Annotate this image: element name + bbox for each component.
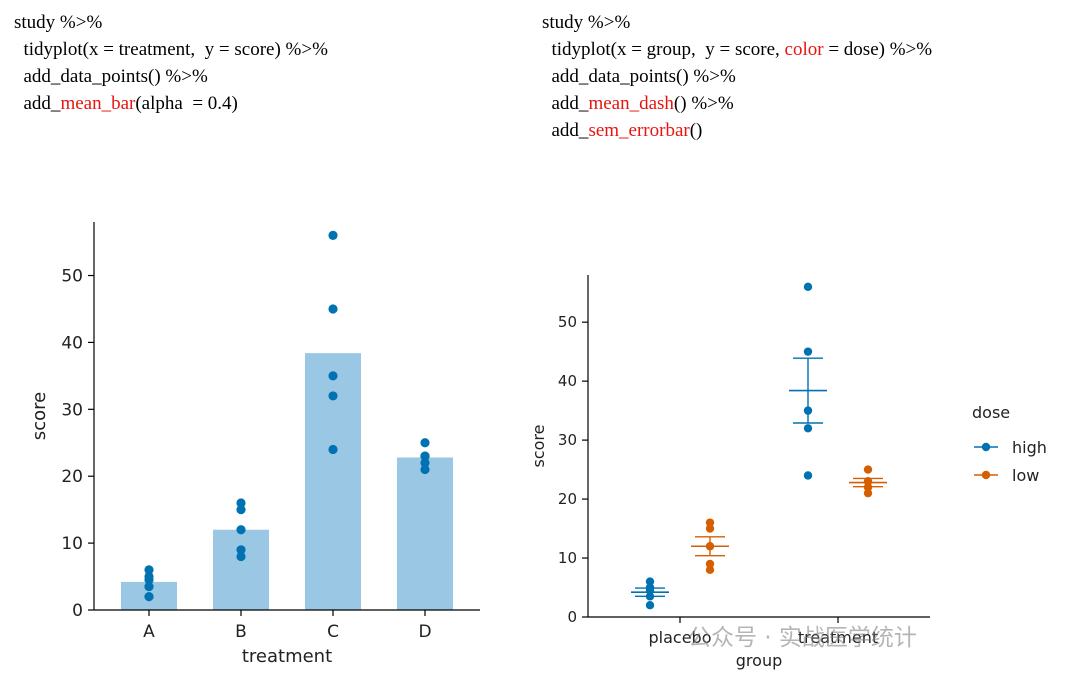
y-tick-label: 10 <box>558 549 577 567</box>
x-tick-label: placebo <box>649 628 712 647</box>
data-point-high <box>803 424 813 433</box>
data-point <box>144 592 154 602</box>
data-point <box>144 565 154 575</box>
data-point-low <box>705 559 715 569</box>
x-tick-label: treatment <box>798 628 878 647</box>
data-point <box>144 571 154 582</box>
y-tick-label: 0 <box>567 608 577 626</box>
data-point-low <box>863 488 873 498</box>
data-point <box>328 391 338 401</box>
data-point-high <box>803 282 813 291</box>
code-text: (alpha = 0.4) <box>135 93 238 114</box>
x-axis-title: group <box>736 651 782 670</box>
code-highlight: mean_bar <box>60 93 136 114</box>
y-tick-label: 30 <box>61 400 83 420</box>
data-point <box>420 458 430 468</box>
y-tick-label: 40 <box>61 333 83 353</box>
y-axis-title: score <box>29 392 50 440</box>
data-point-high <box>803 347 813 356</box>
code-text: tidyplot(x = group, y = score, <box>542 39 785 60</box>
data-point-low <box>705 524 715 533</box>
x-axis-title: treatment <box>242 646 332 667</box>
legend-key-dot-high <box>981 442 991 452</box>
code-line: add_mean_dash() %>% <box>542 90 932 117</box>
code-highlight: color <box>784 39 824 60</box>
y-axis-title: score <box>529 425 548 468</box>
data-point <box>328 230 338 240</box>
data-point-high <box>803 471 813 480</box>
data-point <box>420 451 430 461</box>
code-line: study %>% <box>14 9 328 36</box>
data-point <box>144 581 154 592</box>
y-tick-label: 40 <box>558 372 577 390</box>
data-point-low <box>863 465 873 474</box>
code-line: add_data_points() %>% <box>14 63 328 90</box>
data-point-low <box>705 518 715 527</box>
y-tick-label: 20 <box>61 467 83 487</box>
data-point <box>420 464 430 475</box>
x-tick-label: A <box>143 622 155 642</box>
code-line: tidyplot(x = group, y = score, color = d… <box>542 36 933 63</box>
x-tick-label: B <box>235 622 247 642</box>
y-tick-label: 30 <box>558 431 577 449</box>
bar-D <box>397 457 453 610</box>
code-line: add_sem_errorbar() <box>542 117 932 144</box>
code-snippet-right: study %>% tidyplot(x = group, y = score,… <box>542 9 932 144</box>
code-text: = dose) %>% <box>823 39 933 60</box>
legend-label-low: low <box>1012 466 1039 485</box>
data-point <box>420 438 430 448</box>
code-text: add_ <box>542 93 589 114</box>
data-point <box>236 551 246 562</box>
code-text: add_ <box>14 93 61 114</box>
legend-title: dose <box>972 403 1010 422</box>
code-text: add_data_points() %>% <box>14 66 208 87</box>
code-highlight: mean_dash <box>588 93 674 114</box>
watermark-text: 公众号 · 实战医学统计 <box>688 625 917 651</box>
x-tick-label: C <box>327 622 339 642</box>
code-text: study %>% <box>14 12 103 33</box>
y-tick-label: 20 <box>558 490 577 508</box>
data-point <box>236 498 246 508</box>
code-line: study %>% <box>542 9 932 36</box>
legend-label-high: high <box>1012 438 1047 457</box>
x-tick-label: D <box>418 622 431 642</box>
y-tick-label: 0 <box>72 601 83 621</box>
y-tick-label: 10 <box>61 534 83 554</box>
code-snippet-left: study %>% tidyplot(x = treatment, y = sc… <box>14 9 328 117</box>
data-point <box>328 371 338 381</box>
legend-key-dot-low <box>981 470 991 480</box>
code-line: add_data_points() %>% <box>542 63 932 90</box>
data-point <box>236 505 246 515</box>
data-point <box>328 304 338 314</box>
code-text: study %>% <box>542 12 631 33</box>
data-point-low <box>705 565 715 575</box>
data-point <box>328 444 338 455</box>
code-text: () <box>689 120 703 141</box>
code-highlight: sem_errorbar <box>588 120 690 141</box>
data-point <box>236 545 246 555</box>
code-text: add_data_points() %>% <box>542 66 736 87</box>
bar-B <box>213 529 269 610</box>
y-tick-label: 50 <box>558 313 577 331</box>
code-text: () %>% <box>673 93 734 114</box>
code-text: add_ <box>542 120 589 141</box>
code-line: tidyplot(x = treatment, y = score) %>% <box>14 36 328 63</box>
data-point-high <box>645 577 655 586</box>
data-point-high <box>645 601 655 610</box>
data-point <box>236 525 246 535</box>
code-line: add_mean_bar(alpha = 0.4) <box>14 90 328 117</box>
code-text: tidyplot(x = treatment, y = score) %>% <box>14 39 328 60</box>
y-tick-label: 50 <box>61 267 83 287</box>
